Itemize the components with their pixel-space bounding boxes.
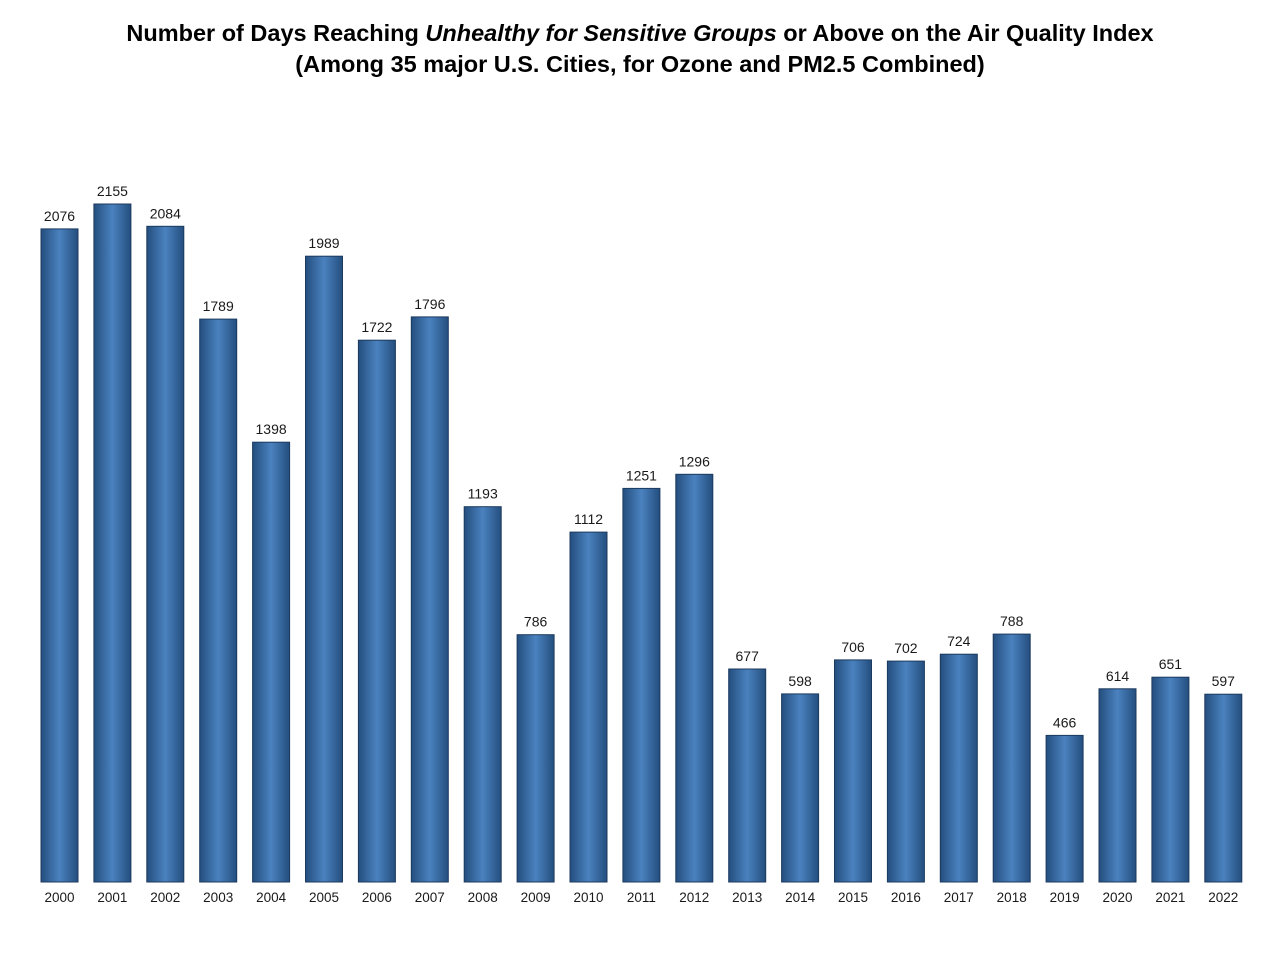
bar-2014 [781, 693, 820, 883]
data-label-2020: 614 [1106, 668, 1130, 684]
bar-2006 [357, 339, 396, 883]
x-tick-label-2008: 2008 [468, 890, 498, 905]
x-tick-label-2016: 2016 [891, 890, 921, 905]
data-label-2005: 1989 [308, 235, 339, 251]
bar-2010 [569, 531, 608, 883]
x-tick-label-2009: 2009 [521, 890, 551, 905]
data-label-2007: 1796 [414, 296, 445, 312]
bar-2000 [40, 228, 79, 883]
x-tick-label-2012: 2012 [679, 890, 709, 905]
data-label-2019: 466 [1053, 714, 1077, 730]
data-label-2018: 788 [1000, 613, 1024, 629]
bar-2008 [463, 506, 502, 883]
x-tick-label-2010: 2010 [573, 890, 603, 905]
x-tick-label-2002: 2002 [150, 890, 180, 905]
x-tick-label-2013: 2013 [732, 890, 762, 905]
data-label-2017: 724 [947, 633, 971, 649]
bar-2022 [1204, 693, 1243, 883]
data-label-2011: 1251 [626, 467, 657, 483]
data-label-2000: 2076 [44, 208, 75, 224]
x-tick-label-2014: 2014 [785, 890, 816, 905]
chart-title-prefix: Number of Days Reaching [126, 20, 426, 46]
chart-subtitle: (Among 35 major U.S. Cities, for Ozone a… [295, 51, 985, 77]
data-label-2009: 786 [524, 614, 548, 630]
bar-2019 [1045, 734, 1084, 883]
bar-2017 [939, 653, 978, 883]
data-label-2004: 1398 [256, 421, 287, 437]
data-label-2016: 702 [894, 640, 918, 656]
x-tick-label-2000: 2000 [44, 890, 74, 905]
bars-group [40, 203, 1243, 883]
data-label-2022: 597 [1212, 673, 1236, 689]
data-label-2008: 1193 [468, 486, 498, 502]
data-label-2014: 598 [788, 673, 812, 689]
data-label-2006: 1722 [361, 319, 392, 335]
data-label-2013: 677 [736, 648, 760, 664]
chart-title-emphasis: Unhealthy for Sensitive Groups [425, 20, 777, 46]
bar-2018 [992, 633, 1031, 883]
chart-title-block: Number of Days Reaching Unhealthy for Se… [0, 18, 1280, 80]
bar-2016 [886, 660, 925, 883]
x-tick-label-2019: 2019 [1050, 890, 1080, 905]
bar-2007 [410, 316, 449, 883]
data-label-2012: 1296 [679, 453, 710, 469]
x-tick-label-2006: 2006 [362, 890, 392, 905]
x-tick-label-2015: 2015 [838, 890, 868, 905]
bar-2020 [1098, 688, 1137, 883]
x-tick-label-2020: 2020 [1102, 890, 1132, 905]
bar-2004 [252, 441, 291, 883]
x-tick-label-2017: 2017 [944, 890, 974, 905]
bar-2013 [728, 668, 767, 883]
x-tick-label-2018: 2018 [997, 890, 1027, 905]
x-axis-tick-labels: 2000 2001 2002 2003 2004 2005 2006 2007 2008 2009… [44, 890, 1238, 905]
x-tick-label-2003: 2003 [203, 890, 233, 905]
data-label-2010: 1112 [574, 511, 603, 527]
chart-title: Number of Days Reaching Unhealthy for Se… [0, 18, 1280, 49]
data-label-2015: 706 [841, 639, 865, 655]
x-tick-label-2011: 2011 [627, 890, 656, 905]
bar-2011 [622, 487, 661, 883]
x-tick-label-2004: 2004 [256, 890, 287, 905]
x-tick-label-2005: 2005 [309, 890, 339, 905]
bar-2002 [146, 225, 185, 883]
x-tick-label-2022: 2022 [1208, 890, 1238, 905]
x-tick-label-2007: 2007 [415, 890, 445, 905]
bar-2012 [675, 473, 714, 883]
bar-2009 [516, 634, 555, 883]
bar-2003 [199, 318, 238, 883]
data-labels-group: 2076 2155 2084 1789 1398 1989 1722 1796 1193 786 1… [44, 183, 1235, 730]
x-tick-label-2001: 2001 [97, 890, 127, 905]
bar-2005 [305, 255, 343, 883]
data-label-2003: 1789 [203, 298, 234, 314]
bar-2001 [93, 203, 132, 883]
x-tick-label-2021: 2021 [1155, 890, 1185, 905]
data-label-2002: 2084 [150, 205, 181, 221]
bar-2021 [1151, 676, 1190, 883]
bar-2015 [834, 659, 872, 883]
chart-title-suffix: or Above on the Air Quality Index [776, 20, 1154, 46]
data-label-2001: 2155 [97, 183, 128, 199]
data-label-2021: 651 [1159, 656, 1183, 672]
